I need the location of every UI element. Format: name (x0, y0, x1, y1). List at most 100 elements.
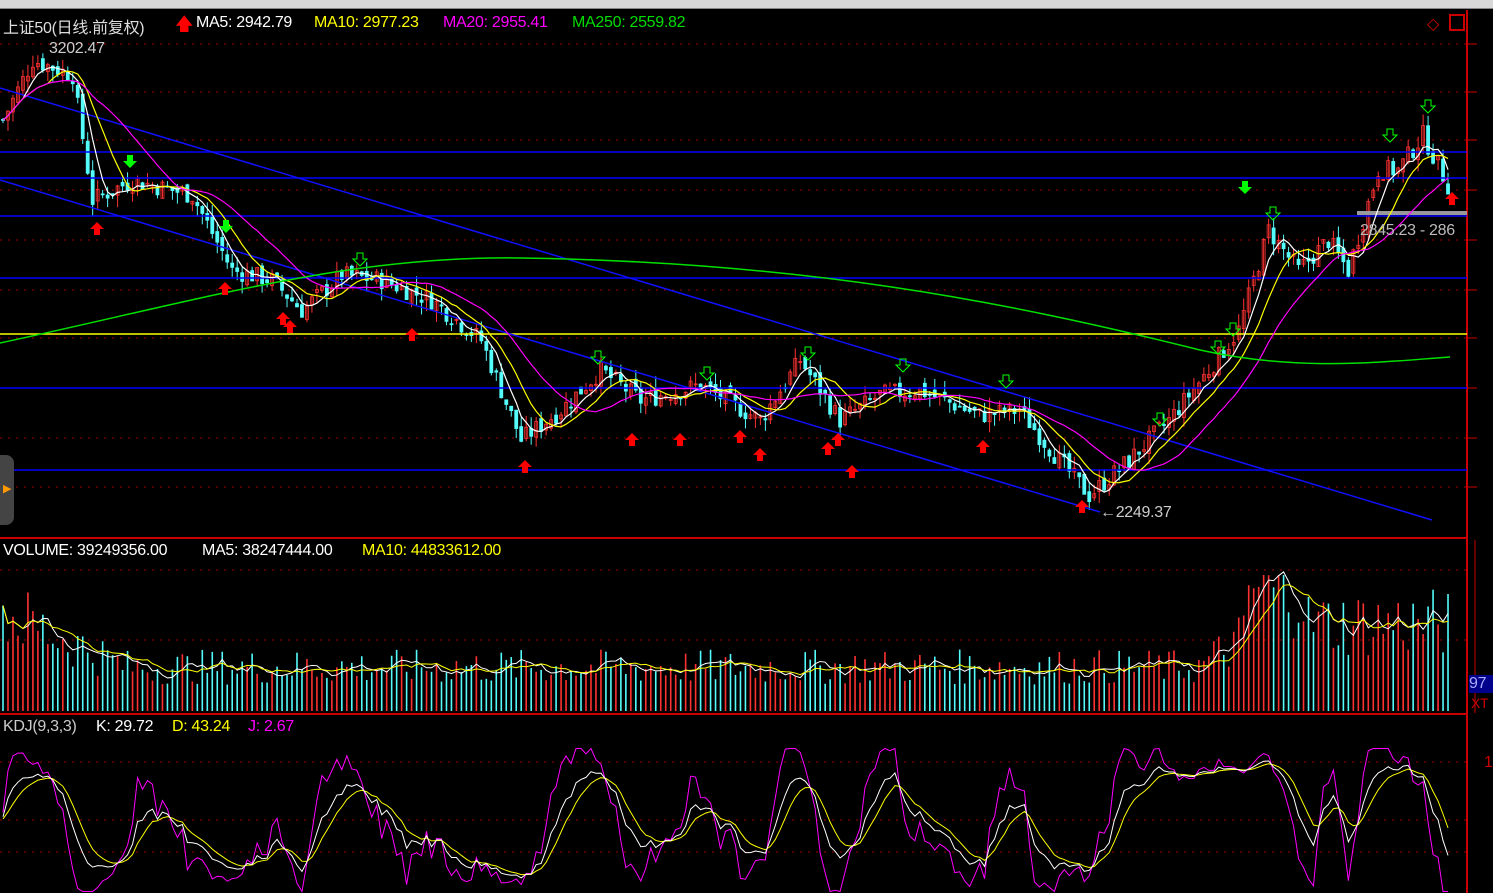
candle-body (514, 409, 519, 429)
candle-body (618, 373, 623, 383)
candle-body (678, 397, 683, 400)
side-panel-toggle[interactable]: ▶ (0, 455, 14, 525)
candle-body (579, 386, 583, 395)
kdj-d-line (2, 763, 1449, 876)
toolbar-strip (0, 0, 1493, 9)
buy-arrow-icon (518, 460, 532, 473)
buy-arrow-icon (1075, 500, 1089, 513)
candle-body (1201, 374, 1206, 382)
candle-body (30, 66, 35, 78)
candle-body (494, 370, 499, 373)
candle-body (1441, 158, 1445, 182)
candle-body (1256, 271, 1261, 281)
candle-body (559, 414, 563, 420)
candle-body (708, 381, 713, 388)
candle-body (738, 402, 743, 417)
candle-body (364, 270, 369, 281)
ma10-label: MA10: 2977.23 (314, 14, 419, 31)
split-view-icon[interactable] (1449, 14, 1465, 31)
candle-body (539, 418, 544, 432)
candle-body (873, 397, 877, 401)
sell-arrow-icon (351, 252, 369, 267)
high-price-label: 3202.47 (49, 40, 105, 57)
candle-body (1042, 439, 1047, 448)
sell-arrow-icon (1419, 99, 1437, 114)
candle-body (758, 416, 763, 419)
candle-body (893, 383, 897, 386)
candle-body (1386, 160, 1391, 180)
candle-body (1286, 252, 1291, 258)
sell-arrow-icon (1224, 322, 1242, 337)
candle-body (215, 231, 220, 243)
candle-body (912, 395, 917, 400)
range-label: 2845.23 - 286 (1360, 222, 1455, 239)
candle-body (718, 388, 723, 400)
candle-body (1266, 224, 1271, 239)
candle-body (967, 408, 972, 412)
candle-body (95, 188, 100, 202)
buy-arrow-icon (1445, 192, 1459, 205)
candle-body (1077, 472, 1082, 478)
candle-body (519, 426, 524, 442)
candle-body (419, 299, 424, 303)
candle-body (250, 270, 255, 282)
candle-body (843, 411, 847, 426)
candle-body (439, 304, 444, 307)
candle-body (1082, 473, 1087, 495)
candle-body (280, 279, 284, 291)
buy-arrow-icon (831, 433, 845, 446)
ma20-line (2, 80, 1449, 471)
candle-body (1177, 410, 1181, 416)
candle-body (858, 403, 862, 410)
candle-body (499, 372, 504, 399)
candle-body (200, 206, 205, 214)
candle-body (604, 365, 608, 371)
sell-arrow-icon (589, 350, 607, 365)
candle-body (429, 292, 434, 310)
buy-arrow-icon (283, 320, 297, 333)
sell-arrow-icon (799, 346, 817, 361)
candle-body (1371, 189, 1376, 198)
candle-body (962, 405, 967, 411)
candle-body (609, 367, 613, 378)
volume-ma10-label: MA10: 44833612.00 (362, 542, 502, 559)
candle-body (1137, 451, 1141, 455)
candle-body (300, 304, 304, 318)
candle-body (982, 410, 987, 422)
candle-body (743, 412, 748, 420)
diamond-icon[interactable]: ◇ (1427, 16, 1440, 33)
candle-body (748, 414, 753, 419)
candle-body (285, 294, 289, 299)
candle-body (21, 76, 25, 91)
candle-body (1157, 421, 1161, 424)
candle-body (1426, 125, 1430, 155)
candle-body (349, 265, 354, 276)
candle-body (778, 391, 783, 405)
candle-body (1182, 393, 1186, 418)
candle-body (399, 285, 404, 290)
candle-body (1231, 342, 1236, 346)
buy-arrow-icon (845, 465, 859, 478)
candle-body (1321, 239, 1326, 244)
buy-arrow-icon (625, 433, 639, 446)
candle-body (11, 97, 15, 113)
buy-arrow-icon (753, 448, 767, 461)
buy-arrow-icon (976, 440, 990, 453)
candle-body (225, 254, 230, 263)
chart-title: 上证50(日线.前复权) (3, 20, 145, 37)
candle-body (1411, 149, 1416, 159)
candle-body (1067, 453, 1072, 472)
candle-body (1047, 449, 1052, 457)
candle-body (1142, 449, 1146, 452)
candle-body (668, 399, 673, 401)
kdj-axis-tick: 1 (1484, 754, 1493, 771)
candle-body (210, 215, 215, 234)
candle-body (1446, 183, 1450, 195)
candle-body (773, 401, 778, 409)
candle-body (803, 357, 808, 370)
candle-body (1007, 403, 1012, 413)
buy-arrow-icon (673, 433, 687, 446)
candle-body (1401, 158, 1406, 173)
candle-body (1346, 259, 1351, 277)
